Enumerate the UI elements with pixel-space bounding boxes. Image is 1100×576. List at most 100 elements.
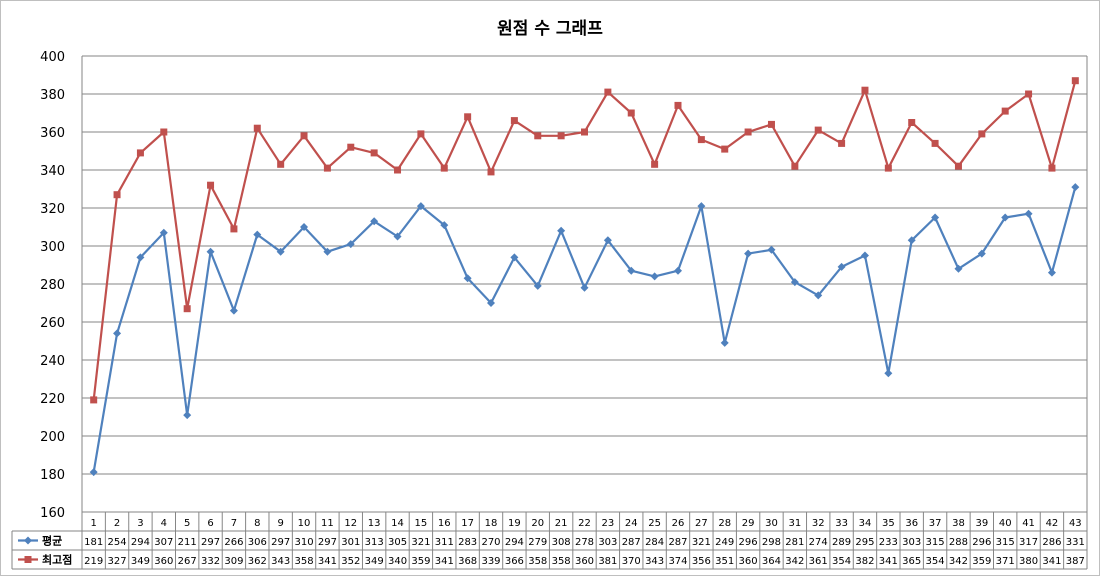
- x-tick-label: 14: [391, 518, 404, 529]
- table-cell-value: 284: [645, 537, 664, 548]
- data-point-1: [370, 217, 379, 226]
- data-point-1: [1071, 183, 1080, 192]
- table-cell-value: 340: [388, 556, 407, 567]
- data-point-2: [417, 130, 425, 138]
- table-cell-value: 296: [739, 537, 758, 548]
- data-point-1: [323, 247, 332, 256]
- table-cell-value: 278: [575, 537, 594, 548]
- x-tick-label: 1: [90, 518, 96, 529]
- data-point-1: [206, 247, 215, 256]
- data-point-2: [767, 120, 775, 128]
- y-tick-label: 280: [40, 278, 65, 293]
- data-point-1: [977, 249, 986, 258]
- table-cell-value: 305: [388, 537, 407, 548]
- table-cell-value: 289: [832, 537, 851, 548]
- data-point-2: [90, 396, 98, 404]
- table-cell-value: 294: [505, 537, 524, 548]
- table-cell-value: 358: [552, 556, 571, 567]
- table-cell-value: 358: [294, 556, 313, 567]
- data-point-1: [720, 338, 729, 347]
- data-point-2: [534, 132, 542, 140]
- y-tick-label: 400: [40, 50, 65, 65]
- x-tick-label: 38: [952, 518, 965, 529]
- data-point-1: [510, 253, 519, 262]
- data-point-1: [557, 226, 566, 235]
- table-cell-value: 297: [201, 537, 220, 548]
- data-point-1: [603, 236, 612, 245]
- table-cell-value: 327: [108, 556, 127, 567]
- y-tick-label: 220: [40, 392, 65, 407]
- data-point-1: [463, 274, 472, 283]
- data-point-1: [300, 223, 309, 231]
- data-point-2: [884, 164, 892, 172]
- x-tick-label: 32: [812, 518, 825, 529]
- data-point-1: [884, 369, 893, 378]
- table-cell-value: 359: [972, 556, 991, 567]
- data-point-2: [604, 88, 612, 96]
- table-cell-value: 351: [715, 556, 734, 567]
- table-cell-value: 303: [598, 537, 617, 548]
- data-point-1: [89, 468, 98, 477]
- data-point-1: [1024, 209, 1033, 218]
- chart-title: 원점 수 그래프: [497, 19, 603, 39]
- data-point-2: [207, 181, 215, 189]
- table-cell-value: 356: [692, 556, 711, 567]
- x-tick-label: 2: [114, 518, 120, 529]
- data-point-2: [230, 225, 238, 233]
- table-cell-value: 307: [154, 537, 173, 548]
- data-point-2: [838, 139, 846, 147]
- table-cell-value: 315: [996, 537, 1015, 548]
- table-cell-value: 331: [1066, 537, 1085, 548]
- data-point-2: [1025, 90, 1033, 98]
- data-point-1: [229, 306, 238, 315]
- data-point-2: [954, 162, 962, 170]
- table-cell-value: 382: [855, 556, 874, 567]
- data-point-2: [908, 119, 916, 126]
- data-point-2: [277, 160, 285, 168]
- data-point-2: [183, 305, 191, 313]
- table-cell-value: 181: [84, 537, 103, 548]
- x-tick-label: 33: [835, 518, 848, 529]
- data-point-1: [440, 221, 449, 230]
- x-tick-label: 40: [999, 518, 1012, 529]
- data-point-2: [744, 128, 752, 136]
- data-point-1: [860, 251, 869, 260]
- table-cell-value: 360: [739, 556, 758, 567]
- x-tick-label: 7: [231, 518, 237, 529]
- table-cell-value: 343: [645, 556, 664, 567]
- table-cell-value: 287: [668, 537, 687, 548]
- x-tick-label: 21: [555, 518, 568, 529]
- table-cell-value: 359: [411, 556, 430, 567]
- data-point-2: [581, 128, 588, 136]
- table-cell-value: 341: [318, 556, 337, 567]
- table-cell-value: 274: [809, 537, 828, 548]
- data-point-1: [416, 202, 425, 211]
- y-tick-label: 320: [40, 202, 65, 217]
- x-tick-label: 19: [508, 518, 521, 529]
- table-cell-value: 332: [201, 556, 220, 567]
- data-point-2: [300, 132, 308, 140]
- data-point-2: [674, 101, 682, 109]
- data-point-2: [651, 160, 659, 168]
- series-line-1: [92, 186, 1077, 473]
- table-cell-value: 297: [271, 537, 290, 548]
- table-cell-value: 219: [84, 556, 103, 567]
- x-tick-label: 37: [929, 518, 942, 529]
- data-point-1: [673, 266, 682, 275]
- table-cell-value: 361: [809, 556, 828, 567]
- x-tick-label: 25: [648, 518, 661, 529]
- y-tick-label: 300: [40, 240, 65, 255]
- x-tick-label: 6: [207, 518, 213, 529]
- y-tick-label: 260: [40, 316, 65, 331]
- x-tick-label: 15: [415, 518, 428, 529]
- table-cell-value: 266: [224, 537, 243, 548]
- x-tick-label: 27: [695, 518, 708, 529]
- data-point-1: [814, 291, 823, 300]
- table-cell-value: 283: [458, 537, 477, 548]
- x-tick-label: 16: [438, 518, 451, 529]
- data-point-2: [931, 139, 939, 147]
- table-cell-value: 315: [926, 537, 945, 548]
- data-point-1: [533, 281, 542, 290]
- x-tick-label: 39: [975, 518, 988, 529]
